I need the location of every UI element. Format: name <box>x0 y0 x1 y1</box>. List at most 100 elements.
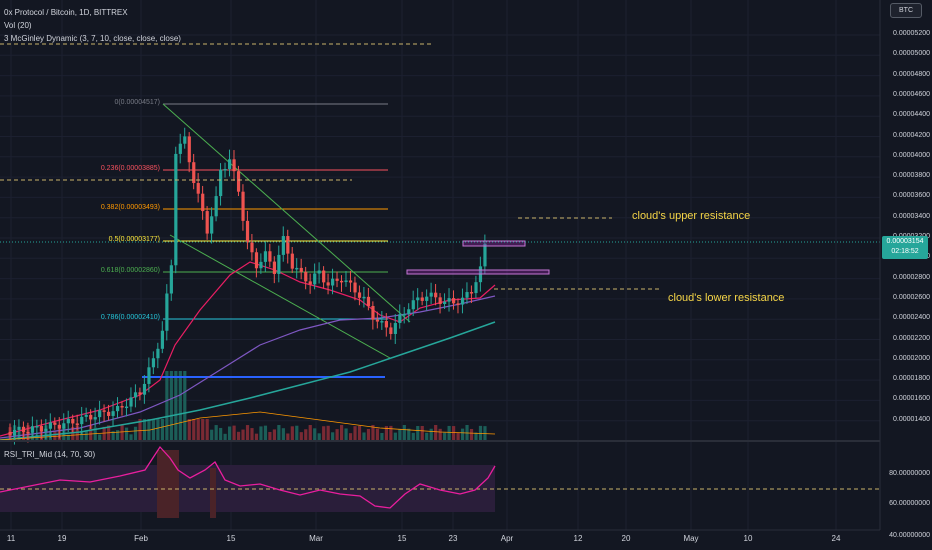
candle-body[interactable] <box>425 296 429 301</box>
candle-body[interactable] <box>178 143 182 154</box>
candle-body[interactable] <box>120 406 124 408</box>
candle-body[interactable] <box>62 423 66 429</box>
candle-body[interactable] <box>407 309 411 314</box>
candle-body[interactable] <box>272 261 276 274</box>
lower-resistance-annotation[interactable]: cloud's lower resistance <box>668 292 785 304</box>
candle-body[interactable] <box>165 293 169 331</box>
candle-body[interactable] <box>169 265 173 294</box>
candle-body[interactable] <box>362 296 366 299</box>
candle-body[interactable] <box>48 422 52 429</box>
candle-body[interactable] <box>469 292 474 294</box>
candle-body[interactable] <box>21 426 26 432</box>
lower-trend-line[interactable] <box>169 234 391 359</box>
candle-body[interactable] <box>196 183 200 194</box>
upper-resistance-annotation[interactable]: cloud's upper resistance <box>632 210 751 222</box>
candle-body[interactable] <box>290 253 294 269</box>
candle-body[interactable] <box>295 267 299 270</box>
candle-body[interactable] <box>317 270 321 274</box>
candle-body[interactable] <box>205 211 209 234</box>
candle-body[interactable] <box>44 428 48 432</box>
candle-body[interactable] <box>416 297 420 301</box>
candle-body[interactable] <box>398 314 402 324</box>
candle-body[interactable] <box>183 136 187 144</box>
candle-body[interactable] <box>308 281 312 285</box>
candle-body[interactable] <box>219 169 223 197</box>
candle-body[interactable] <box>71 418 75 424</box>
candle-body[interactable] <box>326 282 330 286</box>
candle-body[interactable] <box>84 414 88 417</box>
candle-body[interactable] <box>331 278 335 286</box>
candle-body[interactable] <box>250 242 254 253</box>
candle-body[interactable] <box>335 278 339 281</box>
candle-body[interactable] <box>138 392 142 395</box>
candle-body[interactable] <box>89 414 93 420</box>
candle-body[interactable] <box>402 313 406 316</box>
candle-body[interactable] <box>201 193 205 212</box>
candle-body[interactable] <box>174 153 178 266</box>
candle-body[interactable] <box>299 267 303 272</box>
resistance-box[interactable] <box>462 240 526 247</box>
candle-body[interactable] <box>438 297 442 304</box>
candle-body[interactable] <box>98 410 102 418</box>
candle-body[interactable] <box>483 243 487 267</box>
candle-body[interactable] <box>8 432 12 436</box>
candle-body[interactable] <box>30 426 35 433</box>
candle-body[interactable] <box>214 196 218 217</box>
candle-body[interactable] <box>371 305 375 320</box>
candle-body[interactable] <box>80 416 84 425</box>
upper-trend-line[interactable] <box>162 103 411 323</box>
candle-body[interactable] <box>254 252 259 269</box>
candle-body[interactable] <box>420 297 424 301</box>
candle-body[interactable] <box>160 330 164 349</box>
candle-body[interactable] <box>142 383 147 395</box>
currency-badge[interactable]: BTC <box>890 3 922 18</box>
candle-body[interactable] <box>340 280 344 283</box>
candle-body[interactable] <box>35 426 39 428</box>
candle-body[interactable] <box>474 282 478 294</box>
candle-body[interactable] <box>111 411 115 416</box>
rsi-indicator-label[interactable]: RSI_TRI_Mid (14, 70, 30) <box>4 450 96 459</box>
candle-body[interactable] <box>66 418 70 424</box>
candle-body[interactable] <box>241 191 245 221</box>
mcginley-indicator-label[interactable]: 3 McGinley Dynamic (3, 7, 10, close, clo… <box>4 34 181 43</box>
candle-body[interactable] <box>187 136 191 163</box>
candle-body[interactable] <box>133 392 138 398</box>
candle-body[interactable] <box>245 220 250 243</box>
candle-body[interactable] <box>375 319 380 322</box>
candle-body[interactable] <box>411 300 415 310</box>
candle-body[interactable] <box>107 411 111 416</box>
candle-body[interactable] <box>156 348 160 359</box>
candlesticks[interactable] <box>8 127 487 445</box>
candle-body[interactable] <box>192 162 196 184</box>
candle-body[interactable] <box>93 417 97 420</box>
candle-body[interactable] <box>304 271 308 282</box>
candle-body[interactable] <box>53 422 57 425</box>
candle-body[interactable] <box>39 426 44 432</box>
candle-body[interactable] <box>348 280 353 283</box>
candle-body[interactable] <box>277 254 281 274</box>
candle-body[interactable] <box>447 298 451 302</box>
candle-body[interactable] <box>268 251 272 262</box>
candle-body[interactable] <box>380 321 384 323</box>
candle-body[interactable] <box>259 261 263 269</box>
candle-body[interactable] <box>322 270 326 283</box>
candle-body[interactable] <box>434 292 438 298</box>
candle-body[interactable] <box>124 406 129 409</box>
candle-body[interactable] <box>210 216 214 234</box>
candle-body[interactable] <box>344 280 348 282</box>
candle-body[interactable] <box>465 292 469 298</box>
candle-body[interactable] <box>281 236 285 255</box>
trend-lines[interactable] <box>142 103 411 378</box>
candle-body[interactable] <box>366 296 371 306</box>
candle-body[interactable] <box>429 292 433 297</box>
candle-body[interactable] <box>12 429 17 436</box>
candle-body[interactable] <box>116 406 120 412</box>
candle-body[interactable] <box>456 303 460 305</box>
candle-body[interactable] <box>393 323 397 334</box>
symbol-title[interactable]: 0x Protocol / Bitcoin, 1D, BITTREX <box>4 8 128 17</box>
candle-body[interactable] <box>102 410 106 412</box>
candle-body[interactable] <box>236 171 241 192</box>
drawings[interactable] <box>0 43 880 290</box>
candle-body[interactable] <box>228 159 232 169</box>
candle-body[interactable] <box>389 327 393 334</box>
